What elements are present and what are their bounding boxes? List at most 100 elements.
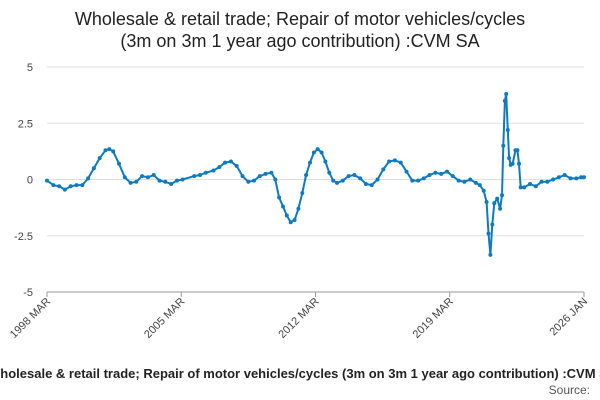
data-point [327, 170, 332, 175]
data-point [234, 164, 239, 168]
source-label: Source: [548, 383, 590, 397]
data-point [433, 170, 438, 175]
data-point [551, 177, 556, 182]
data-point [163, 179, 168, 184]
data-point [140, 174, 145, 179]
data-point [174, 178, 179, 183]
data-point [539, 179, 544, 184]
data-point [91, 166, 96, 171]
data-point [45, 178, 49, 183]
data-point [375, 177, 380, 182]
chart-title-line1: Wholesale & retail trade; Repair of moto… [74, 9, 526, 29]
data-point [484, 200, 489, 204]
data-point [107, 147, 112, 152]
data-point [488, 252, 493, 257]
data-point [427, 173, 432, 177]
x-tick-label: 2019 MAR [411, 296, 456, 341]
data-point [62, 187, 67, 192]
data-point [507, 156, 512, 161]
data-point [315, 147, 320, 152]
data-point [284, 213, 289, 218]
data-point [416, 178, 421, 183]
data-point [203, 170, 208, 175]
data-point [240, 174, 245, 179]
data-point [369, 183, 374, 188]
data-point [421, 176, 426, 181]
data-point [288, 220, 293, 225]
data-point [381, 167, 386, 172]
data-point [410, 178, 415, 183]
data-point [331, 178, 336, 183]
data-point [311, 150, 316, 155]
data-point [498, 206, 503, 211]
data-point [533, 184, 538, 189]
x-tick-label: 2005 MAR [142, 296, 187, 341]
data-point [492, 201, 497, 206]
data-point [281, 204, 285, 209]
chart-title: Wholesale & retail trade; Repair of moto… [0, 8, 600, 52]
data-point [456, 178, 461, 183]
data-point [364, 182, 368, 186]
data-point [352, 173, 357, 177]
data-point [296, 206, 301, 211]
data-point [169, 182, 174, 186]
data-point [500, 193, 504, 198]
data-point [228, 159, 233, 164]
data-point [269, 170, 274, 175]
data-point [495, 196, 500, 201]
series-line [46, 93, 584, 256]
data-point [340, 178, 345, 183]
data-point [486, 231, 491, 236]
data-point [74, 183, 79, 188]
data-point [346, 174, 351, 179]
data-point [292, 218, 297, 222]
data-point [97, 156, 102, 161]
data-point [134, 179, 139, 184]
data-point [157, 178, 162, 183]
data-point [246, 179, 251, 184]
data-point [211, 168, 216, 173]
data-point [68, 184, 73, 189]
data-point [404, 169, 409, 174]
data-point [51, 183, 56, 188]
data-point [502, 98, 507, 103]
data-point [522, 185, 527, 190]
data-point [308, 160, 312, 165]
data-point [117, 161, 121, 166]
data-point [398, 160, 403, 165]
data-point [545, 179, 550, 184]
data-point [277, 195, 282, 200]
data-point [504, 92, 509, 96]
data-point [450, 174, 455, 179]
data-point [515, 148, 520, 153]
data-point [122, 175, 127, 180]
data-point [582, 175, 586, 180]
data-point [198, 173, 202, 177]
chart-title-line2: (3m on 3m 1 year ago contribution) :CVM … [120, 31, 480, 51]
data-point [335, 180, 339, 185]
data-point [528, 182, 532, 186]
data-point [556, 175, 561, 180]
data-point [579, 175, 584, 180]
data-point [468, 177, 473, 182]
data-point [392, 158, 397, 163]
data-point [86, 176, 91, 181]
data-point [518, 185, 523, 190]
data-point [145, 175, 150, 180]
legend: Wholesale & retail trade; Repair of moto… [0, 366, 600, 384]
data-point [481, 188, 486, 193]
data-point [80, 183, 85, 188]
data-point [103, 148, 108, 153]
y-tick-label: -2.5 [14, 231, 33, 243]
data-point [223, 160, 228, 165]
y-tick-label: 0 [27, 175, 33, 187]
data-point [111, 149, 116, 154]
data-point [252, 178, 256, 183]
data-point [510, 161, 515, 166]
data-point [439, 171, 444, 176]
data-point [263, 171, 268, 176]
data-point [323, 159, 328, 164]
legend-series-label: Wholesale & retail trade; Repair of moto… [0, 366, 600, 381]
data-point [477, 183, 482, 188]
y-tick-label: -5 [23, 287, 33, 299]
